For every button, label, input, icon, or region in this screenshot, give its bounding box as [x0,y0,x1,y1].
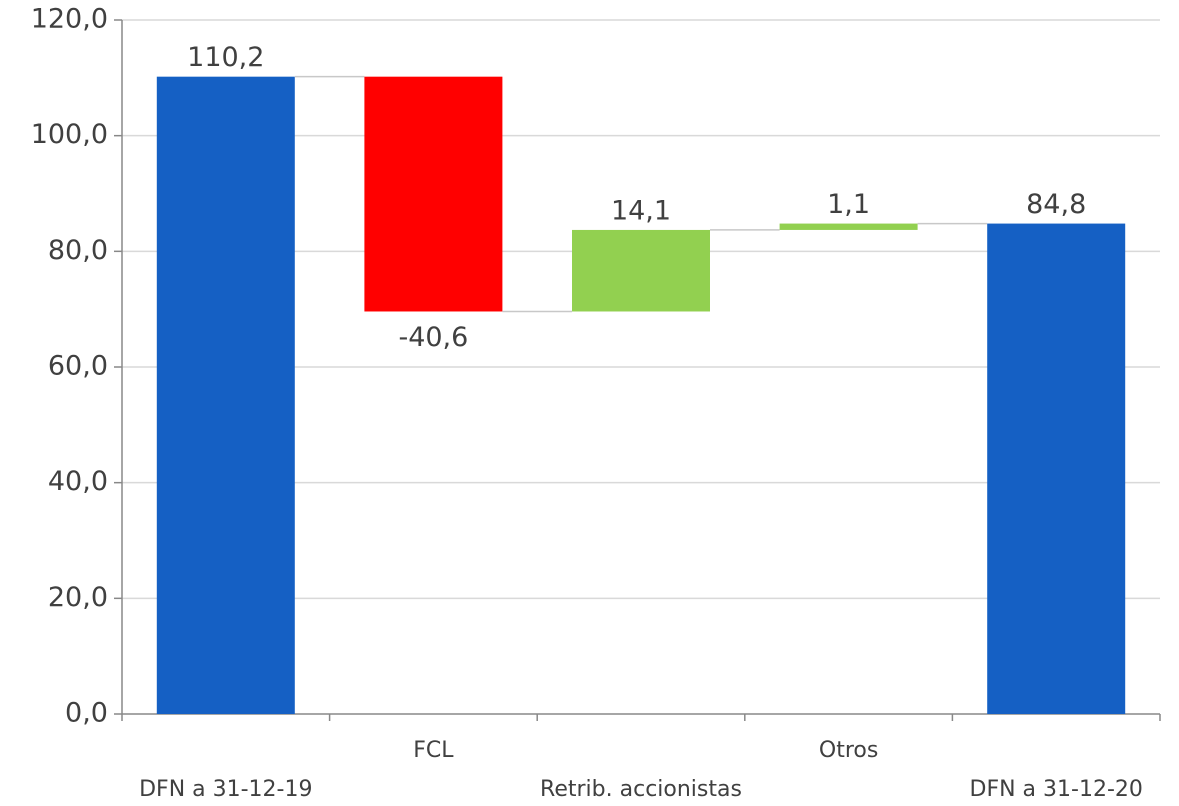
bar [572,229,710,312]
y-tick-label: 40,0 [48,466,108,497]
y-tick-label: 120,0 [31,4,108,35]
x-tick-label: DFN a 31-12-19 [139,777,312,802]
x-tick-label: FCL [413,738,454,763]
bar [364,76,503,312]
x-tick-label: Retrib. accionistas [540,777,742,802]
bar [987,223,1126,714]
y-tick-label: 0,0 [65,698,108,729]
value-label: 84,8 [1026,189,1086,220]
bar [156,76,295,715]
value-label: 1,1 [827,189,870,220]
x-tick-label: DFN a 31-12-20 [970,777,1143,802]
x-tick-label: Otros [819,738,878,763]
y-tick-label: 20,0 [48,582,108,613]
value-label: 110,2 [187,42,264,73]
y-tick-label: 100,0 [31,119,108,150]
y-tick-label: 60,0 [48,351,108,382]
bar [779,223,918,230]
y-tick-label: 80,0 [48,235,108,266]
value-label: -40,6 [398,322,468,353]
value-label: 14,1 [611,195,671,226]
